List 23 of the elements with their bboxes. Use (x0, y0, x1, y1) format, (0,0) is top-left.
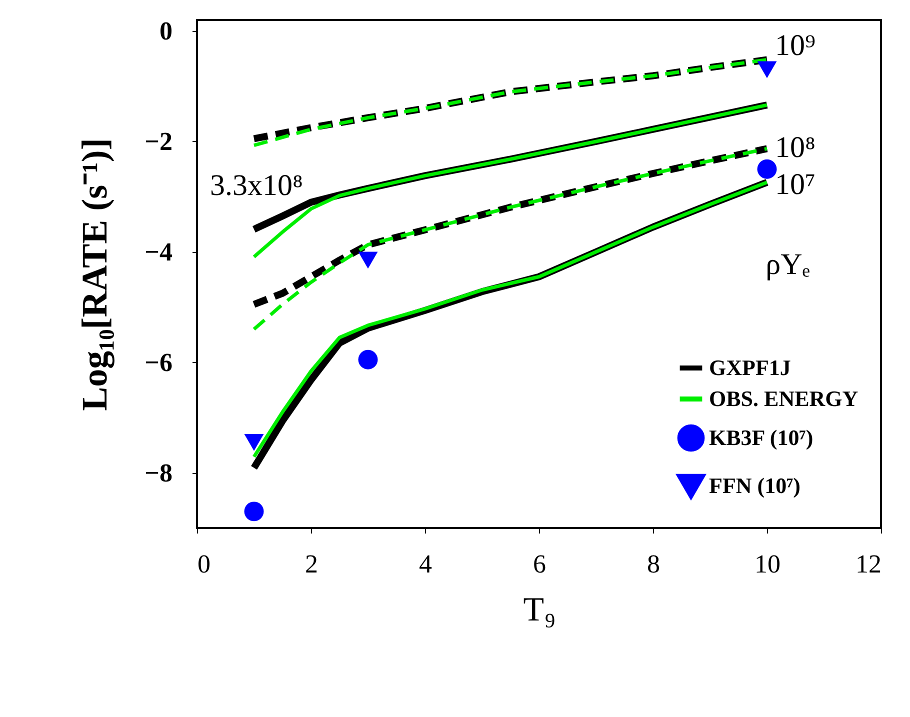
x-tick-label: 10 (754, 550, 780, 578)
legend-label: FFN (10⁷) (709, 473, 801, 498)
annotation: 10⁸ (775, 131, 816, 164)
y-tick-label: −6 (144, 348, 172, 377)
x-axis-title: T₉ (523, 592, 556, 628)
y-tick-label: −8 (144, 458, 172, 488)
annotation: 10⁹ (775, 29, 816, 62)
x-tick-label: 6 (533, 550, 546, 578)
y-tick-label: 0 (160, 16, 172, 46)
y-tick-label: −4 (144, 237, 172, 266)
annotation: 10⁷ (775, 168, 816, 201)
y-tick-label: −2 (144, 126, 172, 156)
x-tick-label: 12 (856, 550, 882, 578)
legend-label: GXPF1J (709, 355, 791, 380)
x-tick-label: 4 (419, 550, 432, 578)
x-tick-label: 2 (305, 550, 318, 578)
annotation: ρYₑ (766, 248, 810, 281)
x-tick-label: 8 (647, 550, 660, 578)
legend-label: KB3F (10⁷) (709, 425, 814, 450)
legend-label: OBS. ENERGY (709, 386, 858, 411)
y-axis-title: Log₁₀[RATE (s⁻¹)] (74, 138, 115, 411)
annotation: 3.3x10⁸ (210, 169, 303, 202)
x-tick-label: 0 (198, 550, 210, 578)
